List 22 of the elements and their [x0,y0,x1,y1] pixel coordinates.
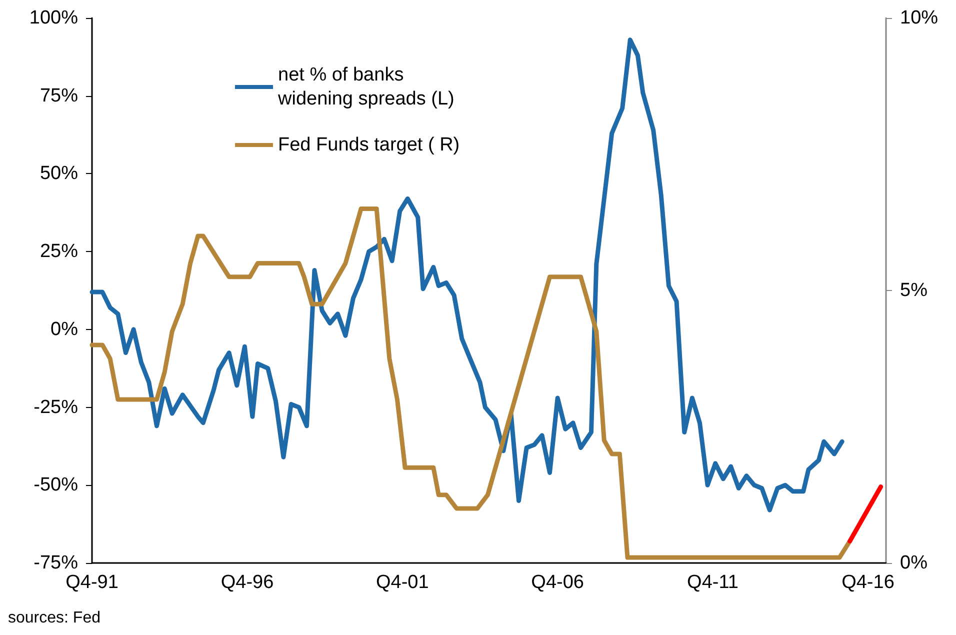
y-tick-label: 50% [40,163,78,184]
line-series [90,206,852,560]
x-tick-label: Q4-11 [687,572,738,593]
y-tick-label: 0% [50,318,78,340]
x-tick-label: Q4-91 [66,572,118,593]
x-tick-label: Q4-96 [220,572,274,593]
x-tick-label: Q4-06 [531,572,584,593]
y-tick-label: 75% [40,85,78,106]
y-tick-label: -50% [34,474,78,496]
line-series [90,38,844,512]
x-tick-label: Q4-16 [842,572,894,593]
x-tick-label: Q4-01 [376,572,429,593]
y2-tick-label: 5% [900,280,928,301]
y2-tick-label: 0% [900,552,928,574]
y-tick-label: 100% [29,8,78,28]
legend-label: Fed Funds target ( R) [278,134,460,156]
legend-label: net % of banks widening spreads (L) [277,64,454,110]
y-tick-label: -25% [34,396,78,418]
y2-tick-label: 10% [900,8,938,28]
y-tick-label: -75% [34,552,78,574]
source-note: sources: Fed [8,610,100,626]
y-tick-label: 25% [40,241,78,262]
